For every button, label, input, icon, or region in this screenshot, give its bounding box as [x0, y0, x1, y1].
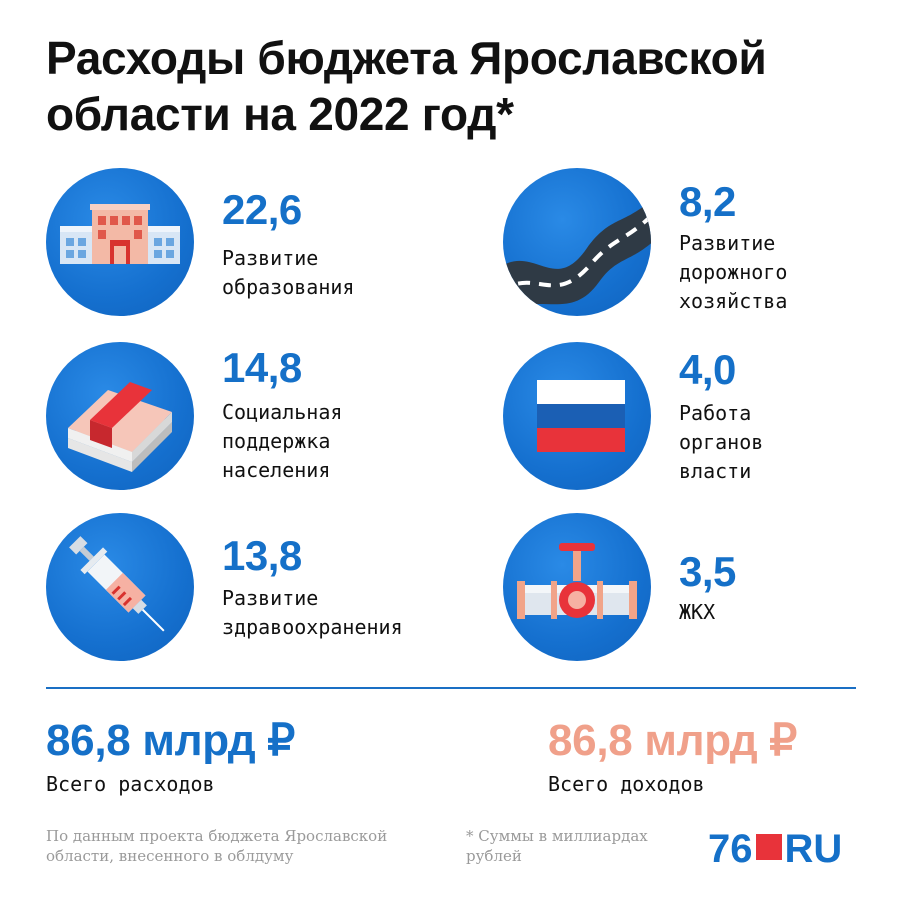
road-icon — [503, 168, 651, 316]
logo-ru: RU — [784, 827, 843, 871]
utilities-value: 3,5 — [679, 548, 736, 595]
government-value: 4,0 — [679, 346, 736, 393]
pipe-valve-icon — [503, 513, 651, 661]
total-income-value: 86,8 млрд ₽ — [548, 716, 797, 765]
social-value: 14,8 — [222, 344, 302, 391]
roads-label: Развитие дорожного хозяйства — [679, 231, 788, 313]
source-note: По данным проекта бюджета Ярославской об… — [46, 827, 388, 865]
healthcare-label: Развитие здравоохранения — [222, 586, 403, 639]
logo-number: 76 — [708, 827, 753, 871]
logo-red-square — [755, 834, 782, 860]
units-note: * Суммы в миллиардах рублей — [466, 827, 648, 865]
utilities-label: ЖКХ — [679, 600, 716, 624]
social-label: Социальная поддержка населения — [222, 400, 343, 482]
healthcare-value: 13,8 — [222, 532, 302, 579]
total-expenses-value: 86,8 млрд ₽ — [46, 716, 295, 765]
russian-flag-icon — [503, 342, 651, 490]
syringe-icon — [46, 513, 194, 661]
education-label: Развитие образования — [222, 246, 355, 299]
government-label: Работа органов власти — [679, 401, 764, 483]
education-value: 22,6 — [222, 186, 302, 233]
school-building-icon — [46, 168, 194, 316]
page-title: Расходы бюджета Ярославской области на 2… — [46, 32, 767, 140]
money-stack-icon — [46, 342, 194, 490]
site-logo[interactable]: 76 RU — [708, 828, 842, 870]
total-expenses-label: Всего расходов — [46, 772, 215, 796]
roads-value: 8,2 — [679, 178, 736, 225]
divider — [46, 687, 856, 689]
total-income-label: Всего доходов — [548, 772, 705, 796]
